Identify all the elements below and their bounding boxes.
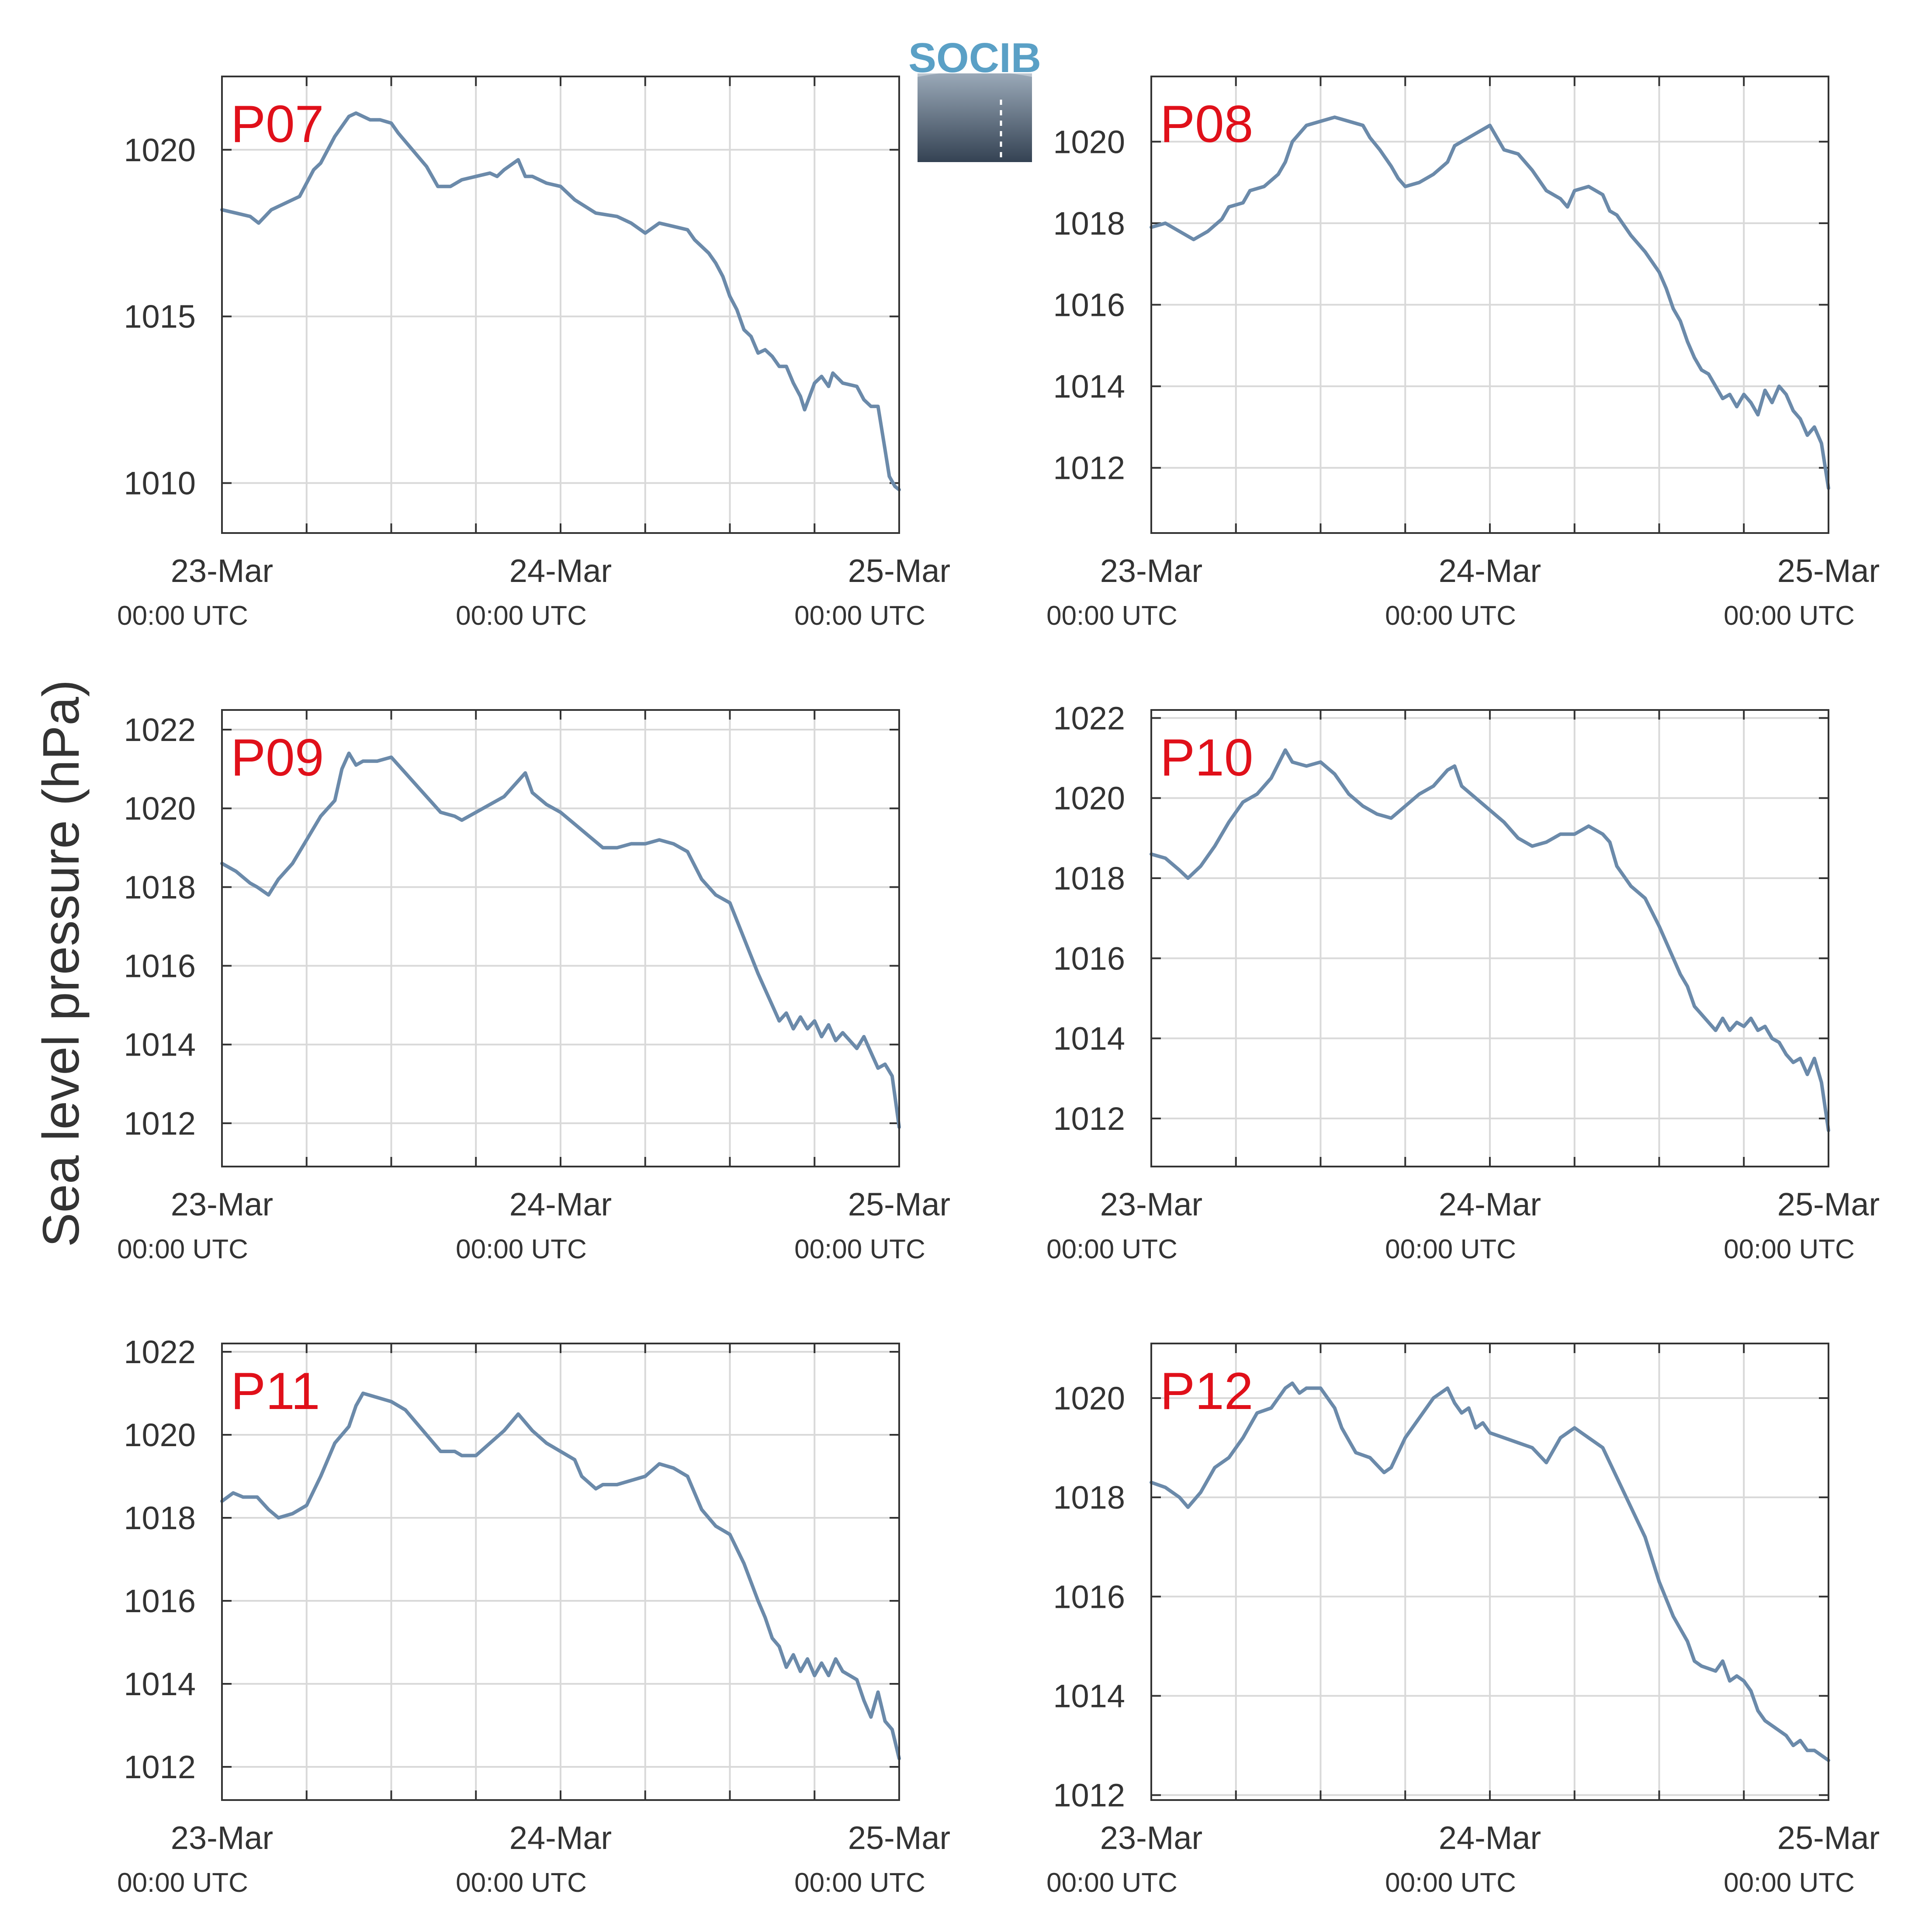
y-tick-label: 1012: [124, 1749, 196, 1785]
panel-label: P11: [231, 1362, 320, 1420]
y-tick-label: 1012: [1053, 1777, 1125, 1814]
x-tick-label-time: 00:00 UTC: [1046, 1234, 1177, 1264]
x-tick-label-date: 23-Mar: [1100, 1186, 1202, 1222]
x-tick-label-time: 00:00 UTC: [1046, 601, 1177, 631]
logo-text: SOCIB: [908, 35, 1041, 81]
panel-p08: 1012 1014 1016 1018 1020 23-Mar 00:00 UTC 24-Ma…: [1046, 76, 1880, 631]
y-tick-label: 1016: [1053, 287, 1125, 323]
y-tick-label: 1014: [124, 1027, 196, 1063]
x-tick-label-time: 00:00 UTC: [1724, 601, 1855, 631]
y-tick-label: 1016: [124, 948, 196, 984]
x-tick-label-time: 00:00 UTC: [794, 601, 925, 631]
y-tick-label: 1022: [124, 712, 196, 748]
pressure-series-line: [220, 1392, 901, 1760]
x-tick-label-date: 24-Mar: [509, 1186, 612, 1222]
y-tick-label: 1022: [124, 1334, 196, 1370]
y-tick-label: 1020: [124, 132, 196, 168]
x-tick-label-time: 00:00 UTC: [456, 601, 587, 631]
x-tick-label-time: 00:00 UTC: [456, 1868, 587, 1898]
panel-p09: 1012 1014 1016 1018 1020 1022 23-Mar 00:00 UTC 2…: [117, 709, 950, 1264]
y-tick-label: 1016: [1053, 1579, 1125, 1615]
x-tick-label-time: 00:00 UTC: [1385, 1234, 1516, 1264]
y-tick-label: 1012: [124, 1105, 196, 1142]
y-tick-label: 1016: [1053, 940, 1125, 976]
x-tick-label-date: 23-Mar: [1100, 1820, 1202, 1856]
pressure-series-line: [220, 751, 901, 1129]
y-tick-label: 1018: [1053, 860, 1125, 897]
x-tick-label-time: 00:00 UTC: [1385, 1868, 1516, 1898]
x-tick-label-date: 23-Mar: [171, 1820, 273, 1856]
x-tick-label-date: 25-Mar: [848, 1186, 950, 1222]
x-tick-label-date: 24-Mar: [1439, 553, 1541, 589]
axes-frame: [1150, 709, 1829, 1167]
x-tick-label-date: 25-Mar: [848, 553, 950, 589]
x-tick-label-date: 25-Mar: [1777, 1820, 1880, 1856]
y-tick-label: 1014: [1053, 368, 1125, 405]
pressure-series-line: [1150, 1381, 1830, 1762]
x-tick-label-time: 00:00 UTC: [117, 601, 248, 631]
panel-label: P08: [1160, 95, 1254, 153]
y-tick-label: 1014: [1053, 1678, 1125, 1714]
axes-frame: [1150, 1343, 1829, 1801]
x-tick-label-time: 00:00 UTC: [1046, 1868, 1177, 1898]
x-tick-label-time: 00:00 UTC: [1724, 1868, 1855, 1898]
y-tick-label: 1014: [124, 1666, 196, 1702]
x-tick-label-date: 24-Mar: [509, 1820, 612, 1856]
y-tick-label: 1012: [1053, 1101, 1125, 1137]
y-tick-label: 1020: [1053, 1380, 1125, 1416]
panel-p12: 1012 1014 1016 1018 1020 23-Mar 00:00 UTC 24-Ma…: [1046, 1343, 1880, 1898]
y-tick-label: 1016: [124, 1583, 196, 1619]
x-tick-label-time: 00:00 UTC: [117, 1234, 248, 1264]
y-tick-label: 1018: [1053, 1479, 1125, 1516]
panel-p10: 1012 1014 1016 1018 1020 1022 23-Mar 00:00 UTC 2…: [1046, 700, 1880, 1264]
y-tick-label: 1020: [1053, 780, 1125, 817]
pressure-series-line: [220, 111, 901, 492]
y-tick-label: 1010: [124, 465, 196, 502]
y-tick-label: 1018: [124, 1500, 196, 1536]
panel-p11: 1012 1014 1016 1018 1020 1022 23-Mar 00:00 UTC 2…: [117, 1334, 950, 1898]
axes-frame: [221, 1343, 900, 1801]
panel-label: P07: [231, 95, 324, 153]
x-tick-label-date: 25-Mar: [848, 1820, 950, 1856]
axes-frame: [221, 76, 900, 534]
panel-p07: 1010 1015 1020 23-Mar 00:00 UTC 24-Mar 00:00 U…: [117, 76, 950, 631]
x-tick-label-date: 25-Mar: [1777, 1186, 1880, 1222]
y-tick-label: 1015: [124, 298, 196, 335]
pressure-series-line: [1150, 115, 1830, 490]
x-tick-label-time: 00:00 UTC: [794, 1234, 925, 1264]
x-tick-label-date: 24-Mar: [1439, 1820, 1541, 1856]
panel-label: P09: [231, 728, 324, 787]
panel-label: P10: [1160, 728, 1254, 787]
pressure-series-line: [1150, 748, 1830, 1132]
y-tick-label: 1018: [124, 869, 196, 905]
panel-label: P12: [1160, 1362, 1254, 1420]
x-tick-label-date: 24-Mar: [509, 553, 612, 589]
y-tick-label: 1022: [1053, 700, 1125, 736]
x-tick-label-time: 00:00 UTC: [456, 1234, 587, 1264]
y-tick-label: 1018: [1053, 205, 1125, 242]
y-tick-label: 1014: [1053, 1021, 1125, 1057]
x-tick-label-time: 00:00 UTC: [117, 1868, 248, 1898]
panels: 1010 1015 1020 23-Mar 00:00 UTC 24-Mar 00:00 U…: [117, 76, 1880, 1898]
x-tick-label-date: 25-Mar: [1777, 553, 1880, 589]
socib-logo: SOCIB: [908, 35, 1041, 162]
axes-frame: [1150, 76, 1829, 534]
x-tick-label-time: 00:00 UTC: [1385, 601, 1516, 631]
x-tick-label-time: 00:00 UTC: [794, 1868, 925, 1898]
x-tick-label-date: 24-Mar: [1439, 1186, 1541, 1222]
y-tick-label: 1020: [124, 1417, 196, 1453]
y-axis-label: Sea level pressure (hPa): [32, 680, 90, 1247]
x-tick-label-date: 23-Mar: [171, 1186, 273, 1222]
y-tick-label: 1020: [124, 790, 196, 827]
y-tick-label: 1012: [1053, 450, 1125, 486]
axes-frame: [221, 709, 900, 1167]
x-tick-label-time: 00:00 UTC: [1724, 1234, 1855, 1264]
x-tick-label-date: 23-Mar: [1100, 553, 1202, 589]
x-tick-label-date: 23-Mar: [171, 553, 273, 589]
y-tick-label: 1020: [1053, 124, 1125, 160]
